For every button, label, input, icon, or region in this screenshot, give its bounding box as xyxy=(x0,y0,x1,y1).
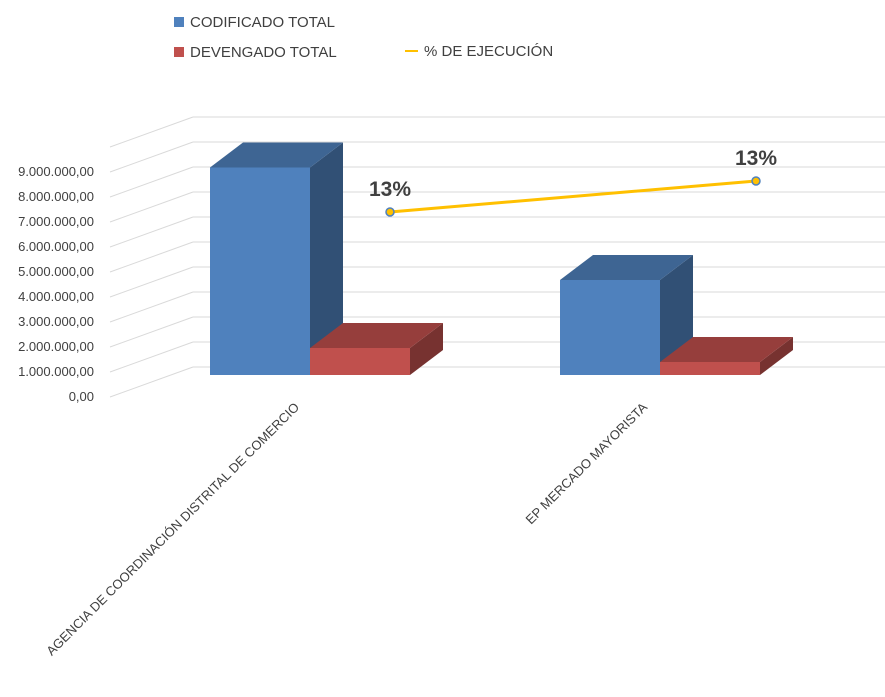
bar-devengado-1 xyxy=(310,323,443,375)
execution-line: 13% 13% xyxy=(369,147,777,217)
y-tick-label: 9.000.000,00 xyxy=(18,164,94,179)
y-tick-label: 0,00 xyxy=(69,389,94,404)
grid-line xyxy=(109,241,194,273)
execution-line-path xyxy=(389,179,757,214)
grid-line xyxy=(109,166,194,198)
bar-devengado-2-front xyxy=(660,362,760,375)
y-tick-label: 5.000.000,00 xyxy=(18,264,94,279)
y-tick-label: 2.000.000,00 xyxy=(18,339,94,354)
bar-devengado-1-front xyxy=(310,348,410,375)
execution-label-2: 13% xyxy=(735,147,777,170)
grid-line xyxy=(109,191,194,223)
bar-codificado-1 xyxy=(210,142,343,375)
bars xyxy=(210,142,793,375)
execution-point-2 xyxy=(751,176,761,186)
bar-codificado-1-top xyxy=(210,142,343,168)
bar-devengado-2-side xyxy=(760,337,793,375)
y-tick-label: 7.000.000,00 xyxy=(18,214,94,229)
legend-swatch-devengado xyxy=(174,47,184,57)
category-label-2: EP MERCADO MAYORISTA xyxy=(523,399,651,527)
bar-devengado-2 xyxy=(660,337,793,375)
execution-label-1: 13% xyxy=(369,178,411,201)
grid-line xyxy=(109,291,194,323)
bar-codificado-2-top xyxy=(560,255,693,280)
y-tick-label: 3.000.000,00 xyxy=(18,314,94,329)
bar-codificado-2-front xyxy=(560,280,660,375)
bar-codificado-2 xyxy=(560,255,693,375)
legend: CODIFICADO TOTAL DEVENGADO TOTAL % DE EJ… xyxy=(174,14,553,61)
grid-line xyxy=(109,116,194,148)
legend-label-devengado: DEVENGADO TOTAL xyxy=(190,44,337,61)
y-tick-label: 1.000.000,00 xyxy=(18,364,94,379)
y-tick-label: 6.000.000,00 xyxy=(18,239,94,254)
execution-point-1 xyxy=(385,207,395,217)
y-axis-tick-labels: 0,00 1.000.000,00 2.000.000,00 3.000.000,00… xyxy=(18,164,94,404)
grid-line xyxy=(109,341,194,373)
y-tick-label: 4.000.000,00 xyxy=(18,289,94,304)
bar-devengado-1-top xyxy=(310,323,443,348)
grid-line xyxy=(109,366,194,398)
bar-codificado-1-front xyxy=(210,167,310,375)
grid-line xyxy=(109,316,194,348)
legend-label-codificado: CODIFICADO TOTAL xyxy=(190,14,335,31)
bar-codificado-1-side xyxy=(310,142,343,375)
bar-devengado-2-top xyxy=(660,337,793,362)
grid-line xyxy=(109,141,194,173)
legend-label-ejecucion: % DE EJECUCIÓN xyxy=(424,43,553,60)
y-tick-label: 8.000.000,00 xyxy=(18,189,94,204)
category-label-1: AGENCIA DE COORDINACIÓN DISTRITAL DE COM… xyxy=(43,400,302,659)
legend-swatch-codificado xyxy=(174,17,184,27)
grid-line xyxy=(109,266,194,298)
category-labels: AGENCIA DE COORDINACIÓN DISTRITAL DE COM… xyxy=(43,399,650,658)
grid-line xyxy=(109,216,194,248)
bar-devengado-1-side xyxy=(410,323,443,375)
